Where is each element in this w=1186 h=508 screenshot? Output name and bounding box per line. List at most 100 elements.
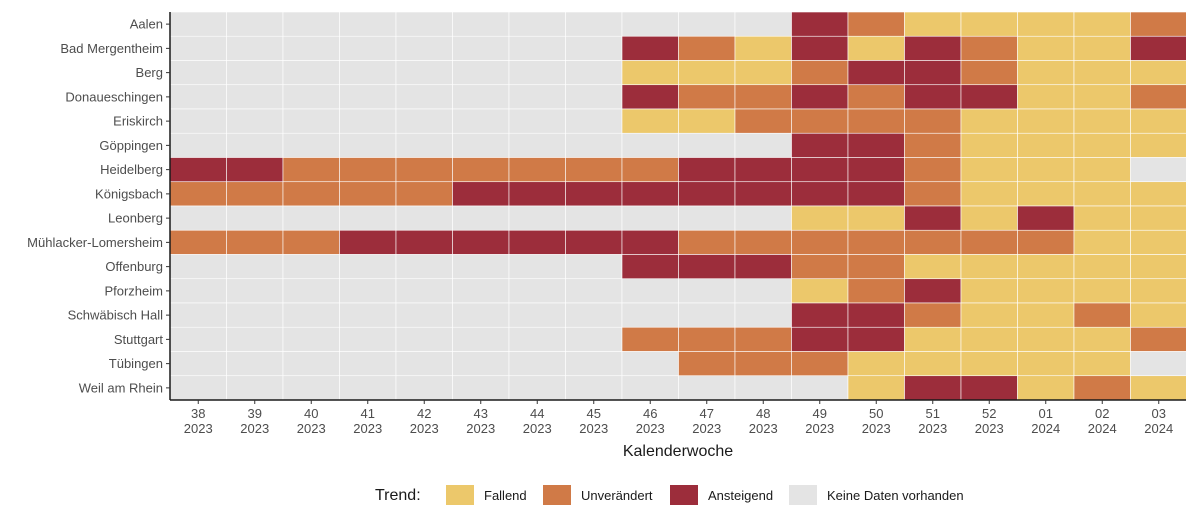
heatmap-cell [791, 205, 849, 231]
heatmap-cell [734, 108, 792, 134]
heatmap-cell [339, 375, 397, 401]
heatmap-cell [565, 278, 623, 304]
heatmap-cell [960, 35, 1018, 61]
y-tick-label: Pforzheim [104, 283, 163, 298]
legend-label: Fallend [484, 488, 527, 503]
heatmap-cell [847, 351, 905, 377]
heatmap-cell [904, 254, 962, 280]
heatmap-cell [734, 84, 792, 110]
x-tick-week-label: 40 [304, 406, 318, 421]
x-tick-week-label: 03 [1152, 406, 1166, 421]
heatmap-cell [282, 108, 340, 134]
heatmap-cell [395, 181, 453, 207]
heatmap-cell [282, 278, 340, 304]
heatmap-cell [226, 326, 284, 352]
heatmap-cells [169, 11, 1186, 401]
heatmap-cell [791, 254, 849, 280]
heatmap-cell [1017, 326, 1075, 352]
heatmap-cell [226, 205, 284, 231]
heatmap-cell [282, 132, 340, 158]
heatmap-cell [621, 205, 679, 231]
heatmap-cell [339, 254, 397, 280]
heatmap-cell [282, 375, 340, 401]
heatmap-cell [169, 11, 227, 37]
heatmap-cell [734, 205, 792, 231]
heatmap-cell [960, 132, 1018, 158]
heatmap-cell [508, 229, 566, 255]
heatmap-cell [1017, 84, 1075, 110]
heatmap-cell [1130, 11, 1186, 37]
heatmap-cell [339, 229, 397, 255]
heatmap-cell [508, 181, 566, 207]
heatmap-cell [169, 132, 227, 158]
heatmap-cell [452, 157, 510, 183]
heatmap-cell [904, 108, 962, 134]
heatmap-cell [904, 375, 962, 401]
heatmap-cell [339, 108, 397, 134]
heatmap-cell [960, 351, 1018, 377]
heatmap-cell [791, 229, 849, 255]
heatmap-cell [395, 351, 453, 377]
heatmap-cell [1017, 108, 1075, 134]
heatmap-cell [678, 157, 736, 183]
heatmap-cell [791, 108, 849, 134]
heatmap-cell [169, 351, 227, 377]
heatmap-cell [226, 60, 284, 86]
heatmap-cell [847, 375, 905, 401]
heatmap-cell [395, 35, 453, 61]
heatmap-cell [452, 132, 510, 158]
legend-swatch [446, 485, 474, 505]
heatmap-cell [226, 108, 284, 134]
heatmap-cell [791, 181, 849, 207]
x-tick-year-label: 2023 [579, 421, 608, 436]
heatmap-cell [734, 11, 792, 37]
heatmap-cell [621, 302, 679, 328]
heatmap-cell [282, 326, 340, 352]
heatmap-cell [847, 254, 905, 280]
heatmap-cell [904, 302, 962, 328]
heatmap-cell [339, 181, 397, 207]
x-tick-year-label: 2023 [636, 421, 665, 436]
heatmap-cell [508, 35, 566, 61]
heatmap-cell [1017, 375, 1075, 401]
heatmap-cell [960, 181, 1018, 207]
y-tick-label: Weil am Rhein [79, 380, 163, 395]
heatmap-cell [678, 375, 736, 401]
heatmap-cell [791, 326, 849, 352]
heatmap-cell [282, 60, 340, 86]
heatmap-cell [282, 302, 340, 328]
legend-label: Keine Daten vorhanden [827, 488, 964, 503]
heatmap-cell [960, 278, 1018, 304]
heatmap-cell [734, 132, 792, 158]
heatmap-cell [791, 84, 849, 110]
heatmap-cell [904, 278, 962, 304]
heatmap-cell [960, 11, 1018, 37]
heatmap-cell [734, 35, 792, 61]
heatmap-cell [1017, 351, 1075, 377]
heatmap-cell [847, 132, 905, 158]
heatmap-cell [565, 132, 623, 158]
x-tick-week-label: 48 [756, 406, 770, 421]
heatmap-cell [678, 351, 736, 377]
heatmap-cell [621, 351, 679, 377]
heatmap-cell [1130, 302, 1186, 328]
x-tick-week-label: 46 [643, 406, 657, 421]
heatmap-cell [565, 84, 623, 110]
heatmap-cell [904, 11, 962, 37]
heatmap-cell [339, 278, 397, 304]
heatmap-cell [904, 35, 962, 61]
heatmap-cell [1073, 84, 1131, 110]
heatmap-cell [395, 229, 453, 255]
heatmap-cell [960, 302, 1018, 328]
heatmap-cell [565, 375, 623, 401]
heatmap-cell [1073, 302, 1131, 328]
heatmap-cell [621, 278, 679, 304]
heatmap-cell [1130, 229, 1186, 255]
heatmap-cell [847, 35, 905, 61]
heatmap-cell [791, 35, 849, 61]
heatmap-cell [169, 108, 227, 134]
heatmap-cell [734, 229, 792, 255]
heatmap-cell [678, 108, 736, 134]
heatmap-cell [226, 11, 284, 37]
x-tick-year-label: 2023 [410, 421, 439, 436]
